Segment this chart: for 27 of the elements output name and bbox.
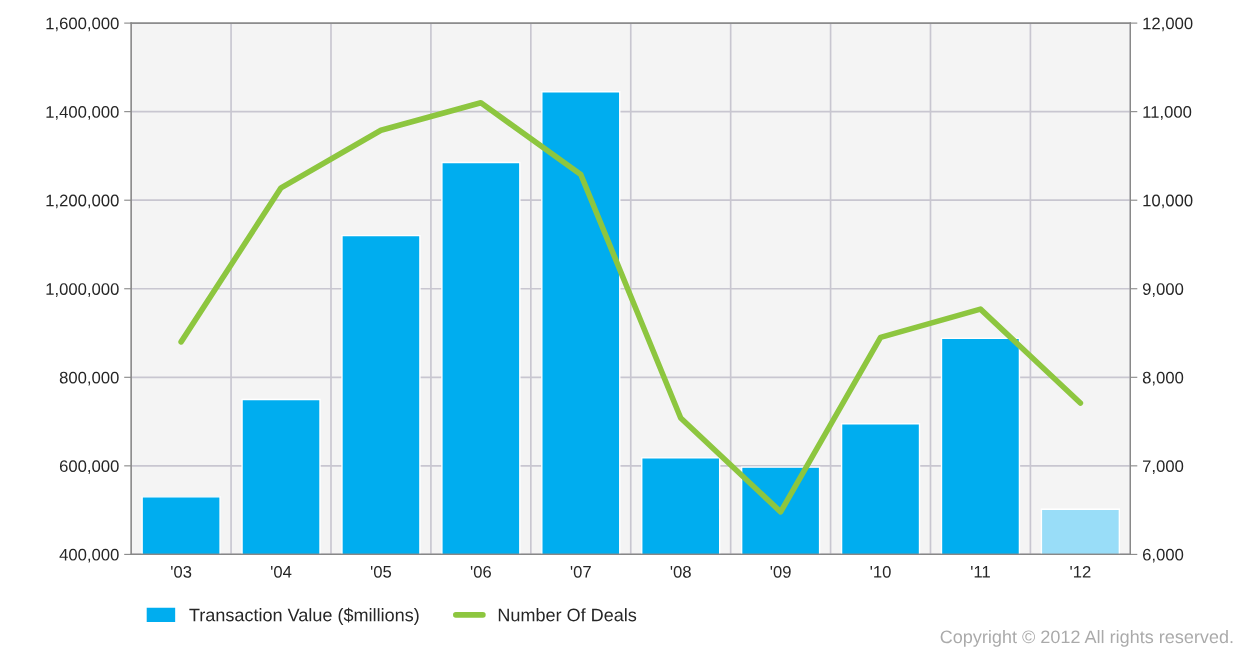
y2-tick-label: 6,000 (1143, 548, 1184, 563)
y-tick-label: 800,000 (59, 371, 119, 386)
x-tick-label: '12 (1070, 565, 1091, 578)
y-tick-label: 1,200,000 (46, 194, 119, 209)
x-tick-label: '05 (370, 565, 392, 578)
x-tick-label: '07 (570, 565, 591, 578)
y-tick-label: 400,000 (59, 548, 119, 563)
y2-tick-label: 11,000 (1143, 106, 1192, 120)
x-tick-label: '11 (971, 566, 990, 578)
y2-tick-label: 9,000 (1142, 283, 1184, 297)
y2-tick-label: 10,000 (1143, 194, 1193, 209)
x-tick-label: '08 (670, 565, 691, 578)
x-tick-label: '04 (271, 565, 292, 578)
x-tick-label: '03 (171, 565, 192, 578)
y-tick-label: 1,600,000 (46, 17, 119, 32)
y-tick-label: 1,000,000 (46, 283, 119, 297)
x-tick-label: '09 (770, 565, 791, 578)
x-tick-label: '10 (870, 565, 891, 578)
legend-label: Number Of Deals (498, 608, 637, 622)
legend-label: Transaction Value ($millions) (189, 607, 419, 625)
y-tick-label: 1,400,000 (46, 106, 119, 120)
y2-tick-label: 8,000 (1142, 371, 1184, 386)
y2-tick-label: 7,000 (1143, 460, 1184, 475)
text: Copyright © 2012 All rights reserved. (940, 629, 1233, 647)
x-tick-label: '06 (470, 565, 491, 578)
y2-tick-label: 12,000 (1143, 17, 1193, 32)
y-tick-label: 600,000 (59, 460, 119, 475)
